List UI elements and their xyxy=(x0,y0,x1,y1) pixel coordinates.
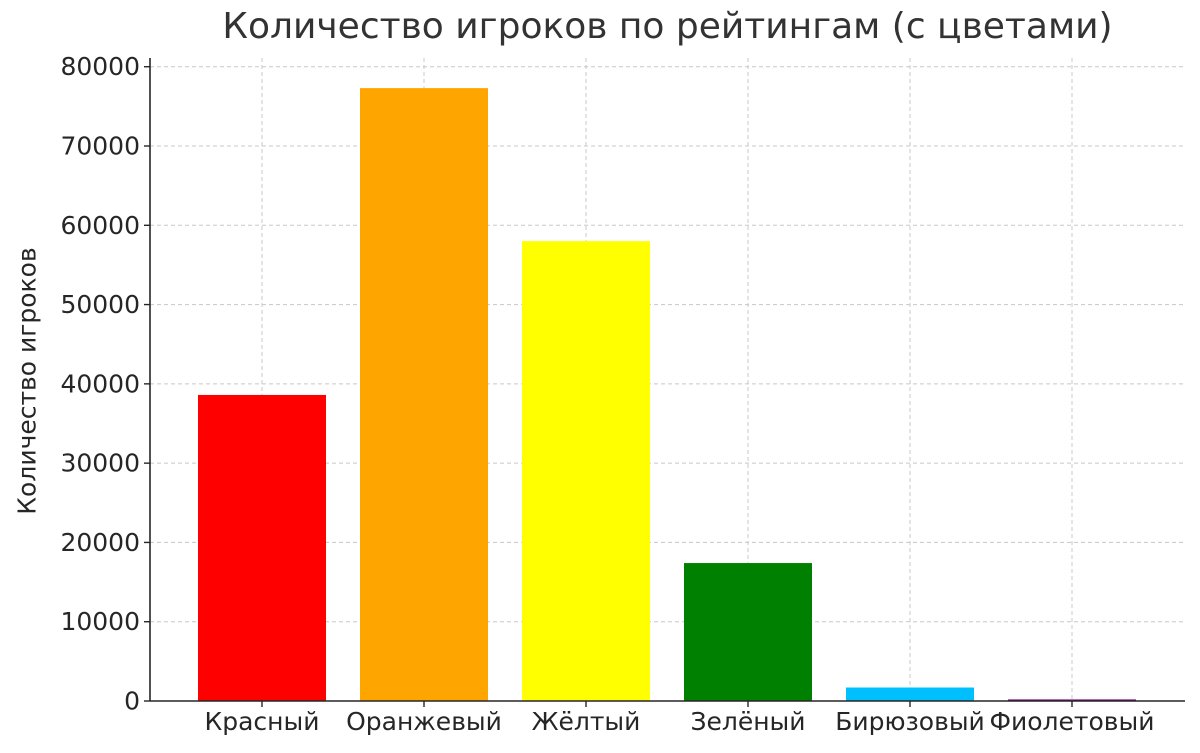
y-tick-label: 0 xyxy=(124,687,140,716)
x-tick-label: Красный xyxy=(204,707,319,736)
bars-layer xyxy=(198,88,1136,702)
y-tick-label: 50000 xyxy=(60,290,140,319)
y-tick-label: 10000 xyxy=(60,607,140,636)
y-tick-label: 20000 xyxy=(60,528,140,557)
y-tick-label: 30000 xyxy=(60,449,140,478)
bar-4 xyxy=(684,563,812,701)
y-tick-label: 60000 xyxy=(60,211,140,240)
y-tick-label: 80000 xyxy=(60,52,140,81)
x-tick-label: Зелёный xyxy=(690,707,805,736)
bar-1 xyxy=(198,394,326,701)
y-tick-label: 70000 xyxy=(60,132,140,161)
x-tick-label: Жёлтый xyxy=(532,707,641,736)
bar-3 xyxy=(522,241,650,702)
bar-2 xyxy=(360,88,488,701)
x-tick-label: Бирюзовый xyxy=(835,707,985,736)
y-tick-label: 40000 xyxy=(60,369,140,398)
axes-layer: 0 10000 20000 30000 40000 50000 60000 70000 8000… xyxy=(60,52,1185,736)
bar-5 xyxy=(846,687,974,701)
chart-title: Количество игроков по рейтингам (с цвета… xyxy=(222,6,1113,47)
x-tick-label: Фиолетовый xyxy=(989,707,1154,736)
x-tick-label: Оранжевый xyxy=(346,707,502,736)
